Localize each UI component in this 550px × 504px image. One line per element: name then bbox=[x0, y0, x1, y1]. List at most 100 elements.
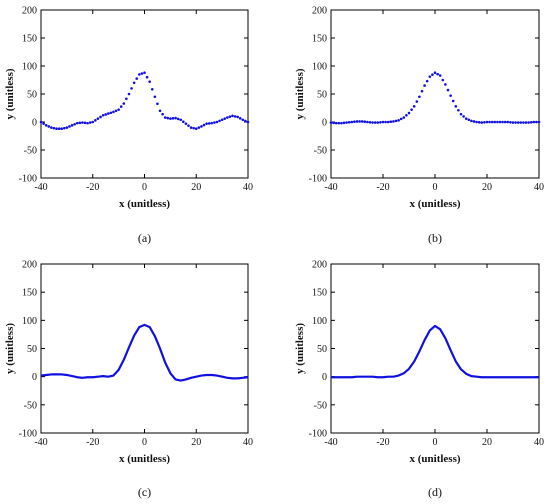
chart-panel-4: -100 -50 0 50 100 150 200 -40 -20 0 20 40 x (unitles… bbox=[294, 260, 544, 500]
data-point bbox=[475, 120, 478, 124]
x-tick-label: 0 bbox=[433, 182, 438, 193]
data-point bbox=[81, 121, 84, 124]
data-point bbox=[454, 105, 458, 108]
data-point bbox=[231, 114, 234, 118]
data-point bbox=[472, 120, 476, 123]
data-point bbox=[373, 121, 377, 124]
y-tick-label: 200 bbox=[312, 260, 327, 271]
data-point bbox=[104, 113, 107, 116]
y-tick-label: -50 bbox=[24, 146, 37, 157]
data-point bbox=[392, 120, 395, 123]
y-tick-label: 150 bbox=[312, 288, 327, 299]
x-tick-label: 20 bbox=[191, 182, 201, 193]
data-point bbox=[532, 120, 536, 124]
data-point bbox=[88, 121, 92, 124]
data-point bbox=[405, 113, 408, 117]
data-point bbox=[407, 111, 411, 115]
data-point bbox=[397, 119, 400, 122]
data-point bbox=[194, 127, 198, 131]
data-point bbox=[179, 118, 183, 122]
data-point bbox=[441, 78, 445, 82]
x-tick-label: -40 bbox=[324, 182, 337, 193]
x-tick-label: -40 bbox=[34, 182, 47, 193]
y-tick-label: -50 bbox=[314, 146, 327, 157]
data-point bbox=[207, 122, 211, 125]
panel-caption: (c) bbox=[138, 485, 151, 499]
y-tick-label: -50 bbox=[24, 400, 37, 411]
data-point bbox=[483, 120, 486, 124]
data-point bbox=[355, 120, 359, 123]
x-tick-label: 20 bbox=[482, 182, 492, 193]
data-point bbox=[353, 120, 356, 124]
data-point bbox=[213, 121, 216, 124]
data-point bbox=[210, 121, 214, 125]
y-tick-label: 100 bbox=[22, 62, 37, 73]
data-point bbox=[436, 72, 439, 76]
y-tick-label: -100 bbox=[309, 429, 327, 440]
x-tick-label: 0 bbox=[433, 437, 438, 448]
data-point bbox=[73, 122, 76, 126]
y-tick-label: 100 bbox=[22, 316, 37, 327]
data-point bbox=[119, 105, 123, 108]
y-tick-label: -100 bbox=[19, 174, 37, 185]
plot-frame bbox=[330, 9, 540, 179]
data-point bbox=[158, 109, 162, 113]
y-tick-label: 50 bbox=[27, 90, 37, 101]
y-axis-title: y (unitless) bbox=[294, 68, 306, 119]
data-point bbox=[161, 112, 164, 116]
x-tick-label: 20 bbox=[482, 437, 492, 448]
data-point bbox=[39, 120, 43, 124]
data-point bbox=[345, 121, 348, 124]
data-point bbox=[50, 126, 53, 129]
y-tick-label: -50 bbox=[314, 400, 327, 411]
data-point bbox=[485, 120, 489, 124]
y-tick-label: 0 bbox=[322, 118, 327, 129]
data-point bbox=[379, 120, 382, 124]
data-point bbox=[125, 97, 128, 101]
data-point bbox=[101, 113, 105, 117]
data-point bbox=[480, 121, 484, 124]
data-point bbox=[360, 120, 364, 123]
data-point bbox=[477, 120, 481, 124]
data-point bbox=[138, 73, 141, 76]
y-tick-label: -100 bbox=[19, 429, 37, 440]
x-tick-label: -20 bbox=[376, 437, 389, 448]
data-point bbox=[112, 110, 115, 114]
data-point bbox=[106, 112, 110, 115]
data-point bbox=[114, 109, 118, 113]
x-tick-label: -40 bbox=[324, 437, 337, 448]
data-point bbox=[127, 92, 131, 96]
data-point bbox=[83, 121, 87, 125]
data-point bbox=[423, 84, 426, 87]
data-point bbox=[52, 126, 56, 130]
data-point bbox=[96, 117, 100, 120]
data-point bbox=[143, 71, 146, 75]
data-point bbox=[220, 118, 224, 122]
data-point bbox=[91, 120, 95, 124]
data-point bbox=[340, 121, 343, 125]
data-point bbox=[122, 102, 126, 105]
series-line bbox=[331, 324, 539, 379]
x-tick-label: -20 bbox=[86, 182, 99, 193]
data-point bbox=[389, 120, 393, 124]
y-tick-label: 150 bbox=[22, 288, 37, 299]
y-tick-label: 100 bbox=[312, 62, 327, 73]
y-tick-label: 50 bbox=[317, 90, 327, 101]
x-axis-title: x (unitless) bbox=[409, 198, 460, 210]
data-point bbox=[381, 120, 385, 124]
x-tick-label: 0 bbox=[142, 437, 147, 448]
data-point bbox=[145, 75, 149, 79]
data-point bbox=[386, 120, 390, 124]
data-point bbox=[418, 95, 421, 99]
y-tick-label: 200 bbox=[312, 6, 327, 17]
data-point bbox=[68, 125, 71, 128]
data-point bbox=[192, 126, 195, 130]
data-point bbox=[399, 117, 403, 121]
data-point bbox=[60, 127, 63, 131]
data-point bbox=[233, 115, 237, 118]
x-axis-title: x (unitless) bbox=[119, 198, 170, 210]
data-point bbox=[140, 72, 144, 75]
chart-panel-3: -100 -50 0 50 100 150 200 -40 -20 0 20 40 x (unitles… bbox=[4, 260, 253, 500]
y-tick-label: 150 bbox=[312, 34, 327, 45]
